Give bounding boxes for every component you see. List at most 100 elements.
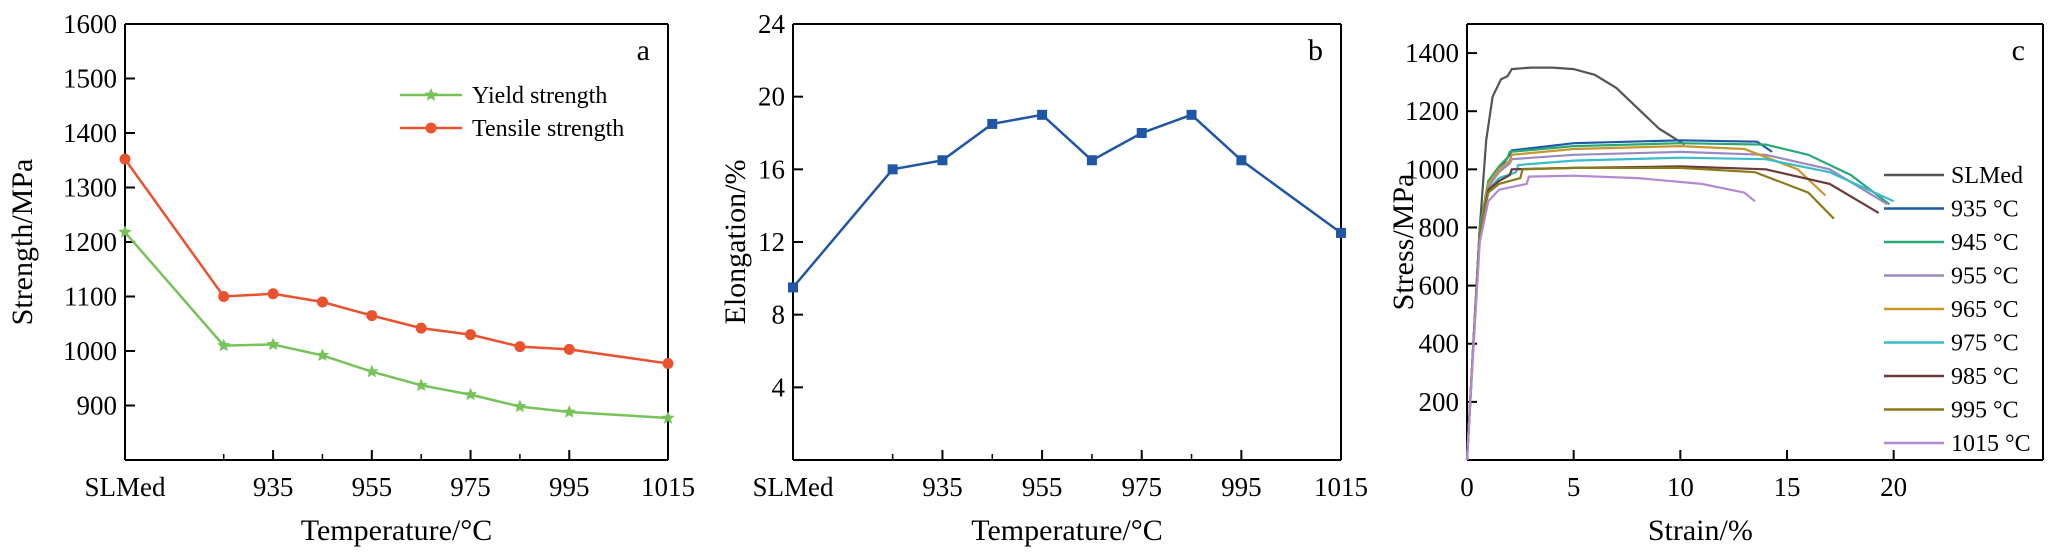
- x-tick-label: 1015: [641, 472, 695, 502]
- x-tick-label: 10: [1667, 472, 1694, 502]
- curve-5: [1465, 156, 1895, 461]
- data-point-0-1-9: [662, 358, 674, 370]
- series-line-1-0: [792, 113, 1342, 289]
- data-point-0-0-4: [365, 364, 379, 378]
- x-tick-label: SLMed: [753, 472, 835, 502]
- x-axis-title: Temperature/°C: [301, 514, 492, 547]
- x-tick-label: 15: [1774, 472, 1801, 502]
- y-tick-label: 1200: [1405, 96, 1459, 126]
- data-point-0-1-2: [267, 288, 279, 300]
- curve-2: [1465, 142, 1891, 461]
- data-point-0-0-9: [661, 411, 675, 424]
- y-tick-label: 12: [758, 227, 785, 257]
- legend-label-0: Yield strength: [472, 83, 607, 109]
- y-tick-label: 16: [758, 154, 785, 184]
- data-point-1-0-1: [887, 164, 898, 175]
- data-point-0-0-6: [463, 387, 478, 401]
- x-tick-label: 1015: [1314, 472, 1368, 502]
- y-tick-label: 1200: [63, 227, 117, 257]
- series-line-0-0: [124, 231, 669, 420]
- y-tick-label: 1000: [1405, 154, 1459, 184]
- data-point-0-0-5: [414, 378, 428, 391]
- y-tick-label: 8: [772, 300, 786, 330]
- y-tick-label: 20: [758, 82, 785, 112]
- data-point-1-0-5: [1086, 155, 1097, 166]
- y-tick-label: 1100: [64, 282, 117, 312]
- data-point-0-0-8: [562, 405, 576, 418]
- legend-label-c-7: 995 °C: [1951, 398, 2019, 424]
- y-tick-label: 200: [1419, 387, 1460, 417]
- y-tick-label: 1300: [63, 173, 117, 203]
- legend-label-c-5: 975 °C: [1951, 331, 2019, 357]
- legend-label-c-6: 985 °C: [1951, 364, 2019, 390]
- legend-marker-1: [425, 122, 437, 134]
- x-axis-title: Strain/%: [1648, 514, 1753, 547]
- series-line-0-1: [123, 158, 669, 365]
- data-point-0-1-7: [514, 341, 526, 353]
- data-point-0-1-5: [415, 322, 427, 334]
- data-point-1-0-0: [788, 282, 798, 293]
- curve-8: [1465, 174, 1756, 461]
- data-point-1-0-6: [1136, 128, 1147, 138]
- curve-0: [1465, 66, 1686, 461]
- data-point-0-0-3: [315, 348, 330, 361]
- x-tick-label: 975: [450, 472, 491, 502]
- y-tick-label: 4: [772, 372, 786, 402]
- y-tick-label: 1400: [1405, 38, 1459, 68]
- data-point-1-0-2: [937, 155, 948, 166]
- data-point-0-1-4: [366, 310, 378, 322]
- curve-6: [1465, 165, 1880, 461]
- data-point-0-1-8: [563, 343, 575, 355]
- curve-4: [1465, 144, 1827, 461]
- data-point-1-0-9: [1336, 227, 1346, 238]
- y-tick-label: 800: [1419, 212, 1460, 242]
- y-axis-title: Elongation/%: [719, 160, 752, 325]
- curve-3: [1465, 150, 1888, 461]
- panel-label-a: a: [637, 34, 650, 67]
- y-axis-title: Stress/MPa: [1387, 174, 1420, 311]
- legend-label-c-4: 965 °C: [1951, 297, 2019, 323]
- y-tick-label: 1000: [63, 336, 117, 366]
- x-tick-label: 955: [352, 472, 393, 502]
- x-tick-label: 5: [1567, 472, 1581, 502]
- legend-label-1: Tensile strength: [472, 116, 624, 142]
- legend-marker-0: [424, 88, 438, 101]
- legend-label-c-3: 955 °C: [1951, 264, 2019, 290]
- x-tick-label: 935: [922, 472, 963, 502]
- legend-label-c-8: 1015 °C: [1951, 431, 2031, 457]
- data-point-0-1-6: [465, 329, 477, 341]
- data-point-0-0-1: [217, 338, 231, 352]
- data-point-1-0-7: [1186, 109, 1197, 120]
- y-tick-label: 1400: [63, 118, 117, 148]
- curve-7: [1465, 166, 1835, 461]
- y-tick-label: 24: [758, 9, 786, 39]
- x-tick-label: 995: [1221, 472, 1262, 502]
- panel-label-c: c: [2012, 34, 2025, 67]
- x-tick-label: 955: [1022, 472, 1063, 502]
- y-tick-label: 400: [1419, 329, 1460, 359]
- data-point-0-0-0: [118, 225, 132, 238]
- legend-label-c-1: 935 °C: [1951, 197, 2019, 223]
- x-tick-label: 20: [1880, 472, 1907, 502]
- data-point-0-0-2: [266, 337, 280, 351]
- x-tick-label: SLMed: [85, 472, 167, 502]
- x-tick-label: 935: [253, 472, 294, 502]
- y-tick-label: 600: [1419, 271, 1460, 301]
- data-point-0-0-7: [513, 399, 527, 413]
- x-tick-label: 975: [1121, 472, 1162, 502]
- legend-label-c-0: SLMed: [1951, 163, 2023, 189]
- y-tick-label: 1500: [63, 64, 117, 94]
- data-point-1-0-8: [1236, 155, 1247, 166]
- x-axis-title: Temperature/°C: [971, 514, 1162, 547]
- y-tick-label: 900: [77, 391, 118, 421]
- data-point-1-0-3: [987, 118, 998, 129]
- x-tick-label: 0: [1460, 472, 1474, 502]
- data-point-0-1-0: [119, 153, 131, 165]
- data-point-0-1-3: [316, 296, 328, 308]
- panel-label-b: b: [1308, 34, 1323, 67]
- data-point-1-0-4: [1037, 109, 1048, 120]
- x-tick-label: 995: [549, 472, 590, 502]
- legend-label-c-2: 945 °C: [1951, 230, 2019, 256]
- y-tick-label: 1600: [63, 9, 117, 39]
